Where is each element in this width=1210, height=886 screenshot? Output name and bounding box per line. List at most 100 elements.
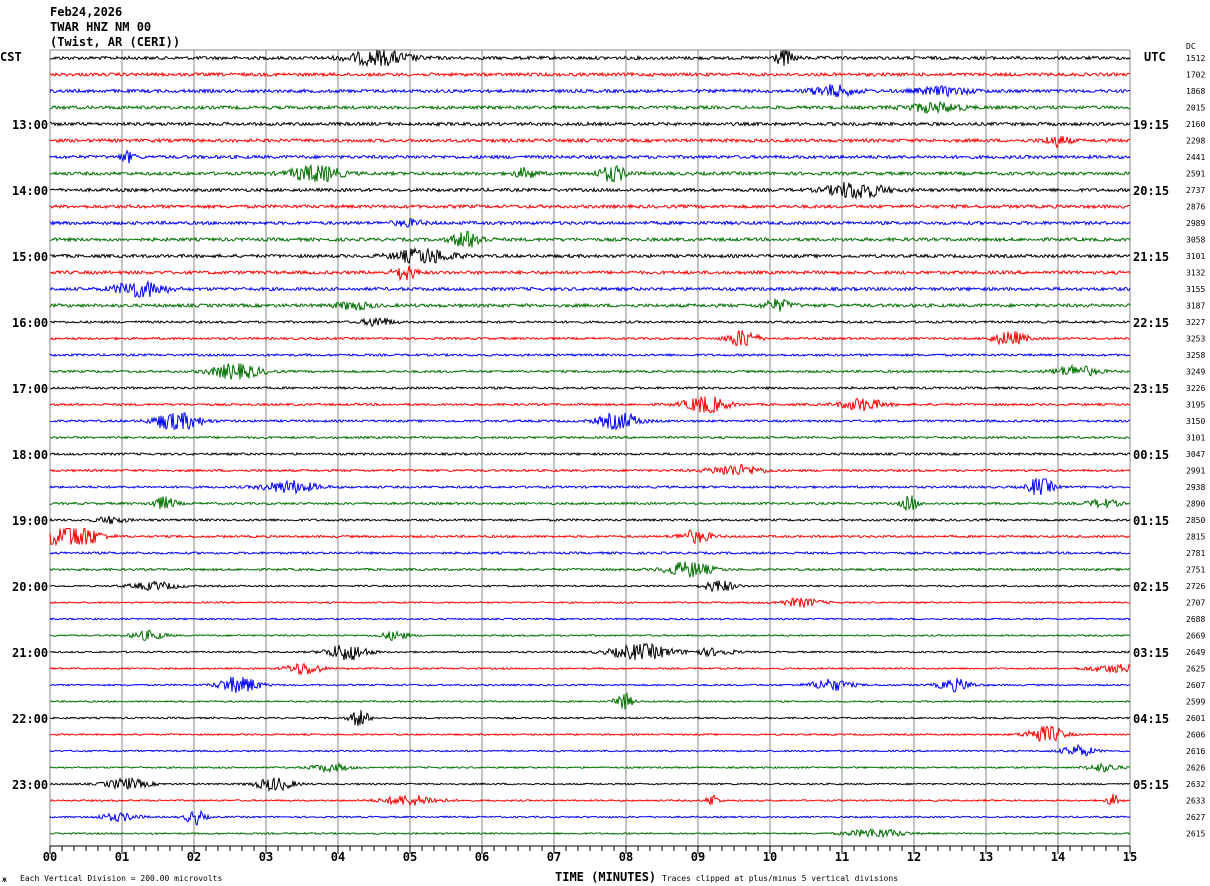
dc-offset-value: 2751: [1186, 566, 1205, 575]
dc-offset-value: 3227: [1186, 318, 1205, 327]
seismic-trace: [49, 101, 1131, 115]
seismic-trace: [50, 316, 1131, 328]
cst-time-label: 18:00: [12, 448, 48, 462]
cst-time-label: 21:00: [12, 646, 48, 660]
dc-offset-value: 3155: [1186, 285, 1205, 294]
dc-offset-value: 3226: [1186, 384, 1205, 393]
dc-offset-value: 2781: [1186, 549, 1205, 558]
seismic-trace: [49, 231, 1131, 248]
utc-time-label: 22:15: [1133, 316, 1169, 330]
cst-time-label: 14:00: [12, 184, 48, 198]
dc-offset-value: 3150: [1186, 417, 1205, 426]
traces: [49, 49, 1131, 838]
seismic-trace: [49, 528, 1131, 547]
dc-offset-value: 2298: [1186, 137, 1205, 146]
cst-time-label: 20:00: [12, 580, 48, 594]
dc-offset-value: 3249: [1186, 368, 1205, 377]
seismic-trace: [49, 163, 1131, 183]
cst-time-label: 13:00: [12, 118, 48, 132]
x-tick-label: 15: [1123, 850, 1137, 864]
x-tick-label: 05: [403, 850, 417, 864]
seismic-trace: [49, 662, 1131, 676]
x-tick-label: 04: [331, 850, 345, 864]
seismic-trace: [49, 477, 1131, 496]
seismic-trace: [49, 395, 1131, 414]
dc-offset-value: 2626: [1186, 764, 1205, 773]
x-tick-label: 11: [835, 850, 849, 864]
dc-offset-value: 2015: [1186, 104, 1205, 113]
cst-time-label: 16:00: [12, 316, 48, 330]
dc-offset-value: 2601: [1186, 714, 1205, 723]
cst-time-label: 17:00: [12, 382, 48, 396]
dc-offset-value: 1512: [1186, 54, 1205, 63]
seismic-trace: [49, 181, 1131, 200]
seismic-trace: [49, 71, 1131, 78]
seismic-trace: [49, 561, 1131, 578]
dc-offset-value: 3047: [1186, 450, 1205, 459]
seismic-trace: [49, 809, 1131, 826]
dc-offset-value: 2591: [1186, 170, 1205, 179]
seismic-trace: [49, 827, 1131, 838]
utc-time-label: 05:15: [1133, 778, 1169, 792]
dc-offset-value: 2633: [1186, 797, 1205, 806]
dc-offset-value: 3101: [1186, 252, 1205, 261]
dc-offset-value: 2737: [1186, 186, 1205, 195]
cst-time-label: 19:00: [12, 514, 48, 528]
x-tick-label: 10: [763, 850, 777, 864]
dc-offset-value: 2441: [1186, 153, 1205, 162]
x-tick-label: 12: [907, 850, 921, 864]
plot-frame: [49, 49, 1131, 847]
location-label: (Twist, AR (CERI)): [50, 35, 180, 49]
seismic-trace: [49, 692, 1131, 710]
minute-grid: [49, 49, 1131, 847]
cst-axis-title: CST: [0, 50, 22, 64]
utc-time-label: 20:15: [1133, 184, 1169, 198]
x-tick-label: 09: [691, 850, 705, 864]
x-axis-label: TIME (MINUTES): [555, 870, 656, 884]
x-tick-label: 02: [187, 850, 201, 864]
seismic-trace: [49, 776, 1131, 793]
dc-offset-value: 2599: [1186, 698, 1205, 707]
dc-offset-value: 2876: [1186, 203, 1205, 212]
seismic-trace: [49, 710, 1130, 727]
dc-offset-value: 2649: [1186, 648, 1205, 657]
x-tick-label: 13: [979, 850, 993, 864]
dc-offset-value: 2850: [1186, 516, 1205, 525]
x-tick-label: 01: [115, 850, 129, 864]
dc-title: DC: [1186, 42, 1196, 51]
seismic-trace: [49, 352, 1131, 358]
utc-time-label: 21:15: [1133, 250, 1169, 264]
dc-offset-value: 2688: [1186, 615, 1205, 624]
dc-offset-value: 2625: [1186, 665, 1205, 674]
x-tick-label: 14: [1051, 850, 1065, 864]
x-tick-label: 08: [619, 850, 633, 864]
seismic-trace: [49, 279, 1131, 298]
station-label: TWAR HNZ NM 00: [50, 20, 151, 34]
seismic-trace: [50, 580, 1131, 593]
dc-offset-value: 3187: [1186, 302, 1205, 311]
dc-offset-value: 2890: [1186, 500, 1205, 509]
dc-offset-value: 2989: [1186, 219, 1205, 228]
seismic-trace: [49, 330, 1131, 347]
dc-offset-value: 2815: [1186, 533, 1205, 542]
dc-offset-value: 2632: [1186, 780, 1205, 789]
seismic-trace: [49, 84, 1131, 98]
dc-offset-value: 3195: [1186, 401, 1205, 410]
cst-time-label: 22:00: [12, 712, 48, 726]
utc-time-label: 03:15: [1133, 646, 1169, 660]
seismic-trace: [49, 412, 1131, 431]
dc-offset-value: 2616: [1186, 747, 1205, 756]
utc-time-label: 00:15: [1133, 448, 1169, 462]
dc-offset-value: 3253: [1186, 335, 1205, 344]
utc-time-label: 19:15: [1133, 118, 1169, 132]
seismic-trace: [49, 495, 1131, 511]
seismic-trace: [49, 550, 1131, 556]
x-tick-label: 00: [43, 850, 57, 864]
dc-offset-value: 3258: [1186, 351, 1205, 360]
dc-offset-value: 3101: [1186, 434, 1205, 443]
row-labels: 1512 1702 1868 2015 13:00 19:15 2160 2298 2441 25…: [12, 54, 1205, 839]
scale-note: Each Vertical Division = 200.00 microvol…: [20, 874, 222, 883]
seismic-trace: [49, 49, 1131, 68]
seismic-trace: [49, 120, 1131, 128]
